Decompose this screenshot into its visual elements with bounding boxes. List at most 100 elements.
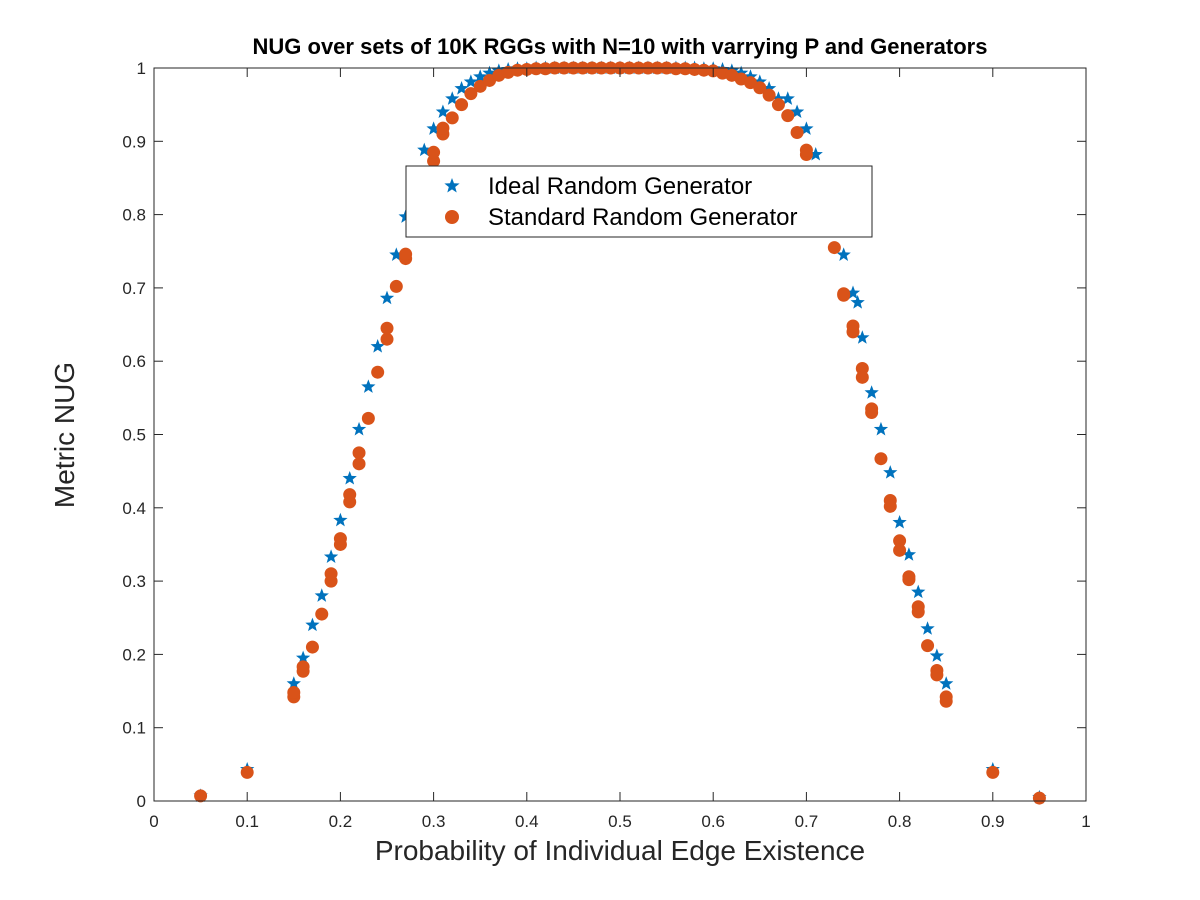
x-tick-label: 0 [149,812,158,831]
data-point-ideal [911,584,926,599]
legend-item-ideal: Ideal Random Generator [444,173,752,200]
chart-title: NUG over sets of 10K RGGs with N=10 with… [253,34,988,59]
data-point-standard [883,499,897,513]
data-point-ideal [333,512,348,527]
data-point-standard [771,98,785,112]
y-tick-label: 0.1 [122,719,146,738]
data-point-standard [538,62,552,76]
y-tick-label: 0.6 [122,352,146,371]
data-point-standard [865,406,879,420]
data-point-ideal [389,247,404,261]
data-point-ideal [939,676,954,690]
data-point-standard [893,543,907,557]
legend-label-standard: Standard Random Generator [488,204,798,231]
data-point-ideal [473,69,488,83]
y-tick-label: 0 [137,792,146,811]
data-point-ideal [864,385,879,399]
data-point-standard [855,370,869,384]
data-point-ideal [920,621,935,635]
data-point-ideal [445,91,460,105]
data-point-ideal [295,650,311,665]
x-tick-label: 0.2 [329,812,353,831]
x-tick-label: 0.4 [515,812,539,831]
y-axis-label: Metric NUG [49,362,80,508]
y-tick-label: 0.4 [122,499,146,518]
data-point-standard [827,241,841,255]
x-tick-label: 0.3 [422,812,446,831]
data-point-ideal [789,104,805,119]
data-point-ideal [761,81,777,95]
data-point-ideal [836,247,851,261]
data-point-ideal [901,547,917,561]
data-point-ideal [780,91,795,105]
data-point-standard [837,288,851,302]
data-point-ideal [929,648,945,662]
data-point-ideal [482,65,497,80]
y-tick-label: 1 [137,59,146,78]
y-tick-label: 0.7 [122,279,146,298]
data-point-ideal [855,330,870,344]
data-point-standard [697,63,711,77]
data-point-standard [464,87,478,101]
data-point-standard [343,488,357,502]
data-point-ideal [845,285,861,300]
data-point-standard [902,573,916,587]
data-point-standard [296,660,310,674]
data-point-standard [799,143,813,157]
data-point-standard [194,789,208,803]
data-point-ideal [351,421,367,436]
legend-label-ideal: Ideal Random Generator [488,173,752,200]
data-point-ideal [743,69,758,83]
y-tick-label: 0.2 [122,645,146,664]
data-point-standard [688,62,702,76]
data-point-standard [529,62,543,76]
data-point-ideal [771,91,786,105]
data-point-standard [427,145,441,159]
data-point-ideal [435,104,451,119]
data-point-ideal [370,339,385,353]
x-tick-label: 0.8 [888,812,912,831]
x-tick-label: 0.9 [981,812,1005,831]
y-tick-label: 0.9 [122,132,146,151]
data-point-ideal [892,514,907,529]
data-point-standard [352,446,366,460]
y-tick-label: 0.5 [122,426,146,445]
data-point-ideal [463,74,479,88]
data-point-standard [436,121,450,135]
legend-item-standard: Standard Random Generator [445,204,798,231]
data-point-ideal [361,379,376,393]
data-point-ideal [883,465,898,479]
x-tick-label: 0.5 [608,812,632,831]
data-point-standard [361,411,375,425]
legend: Ideal Random Generator Standard Random G… [405,165,873,238]
data-point-standard [781,109,795,123]
data-point-standard [669,62,683,76]
data-point-standard [921,639,935,653]
data-point-standard [352,457,366,471]
data-point-standard [305,640,319,654]
y-tick-label: 0.3 [122,572,146,591]
x-tick-label: 0.1 [235,812,259,831]
data-point-standard [893,534,907,548]
data-point-standard [911,605,925,619]
data-point-standard [510,63,524,77]
data-point-ideal [734,65,749,80]
data-point-standard [678,62,692,76]
x-tick-label: 0.6 [701,812,725,831]
data-point-ideal [850,295,865,309]
data-point-ideal [305,617,320,632]
data-point-standard [371,365,385,379]
data-point-ideal [752,74,767,88]
data-point-ideal [426,121,441,135]
x-axis-label: Probability of Individual Edge Existence [375,835,865,866]
legend-star-marker [444,178,460,193]
data-point-standard [324,567,338,581]
data-point-standard [380,321,394,335]
data-point-ideal [314,588,329,602]
data-point-ideal [379,290,395,305]
axis-ticks: 0 0.1 0.2 0.3 0.4 0.5 0.6 0.7 0.8 0.9 1 0 0.1 0.2 0.3 0… [122,59,1090,831]
data-point-standard [1032,791,1046,805]
data-point-standard [455,98,469,112]
data-point-standard [333,532,347,546]
